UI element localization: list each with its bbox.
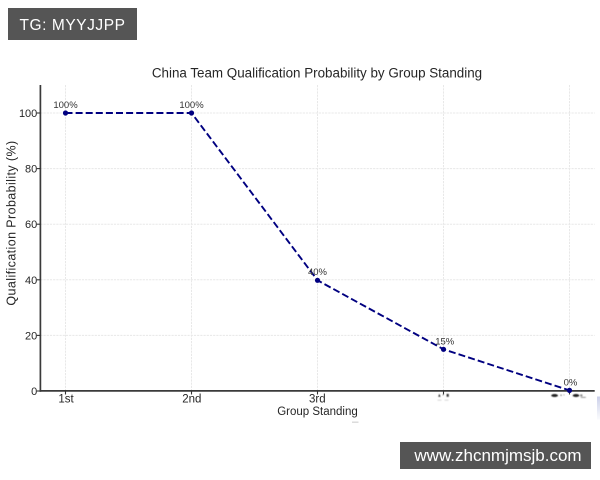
svg-text:2nd: 2nd [182, 394, 201, 406]
svg-text:China Team Qualification Proba: China Team Qualification Probability by … [152, 66, 482, 81]
svg-text:Qualification Probability (%): Qualification Probability (%) [5, 140, 19, 305]
svg-text:40: 40 [25, 275, 37, 287]
svg-text:3rd: 3rd [309, 394, 326, 406]
svg-text:40%: 40% [308, 267, 328, 278]
svg-text:80: 80 [25, 164, 37, 176]
svg-text:Group Standing: Group Standing [277, 406, 358, 418]
svg-text:100: 100 [19, 108, 37, 120]
svg-text:100%: 100% [179, 100, 204, 111]
svg-text:100%: 100% [53, 100, 78, 111]
svg-text:60: 60 [25, 219, 37, 231]
svg-text:0%: 0% [564, 378, 578, 389]
svg-text:1st: 1st [58, 394, 74, 406]
svg-text:15%: 15% [435, 337, 455, 348]
svg-text:0: 0 [31, 386, 37, 398]
svg-text:20: 20 [25, 330, 37, 342]
